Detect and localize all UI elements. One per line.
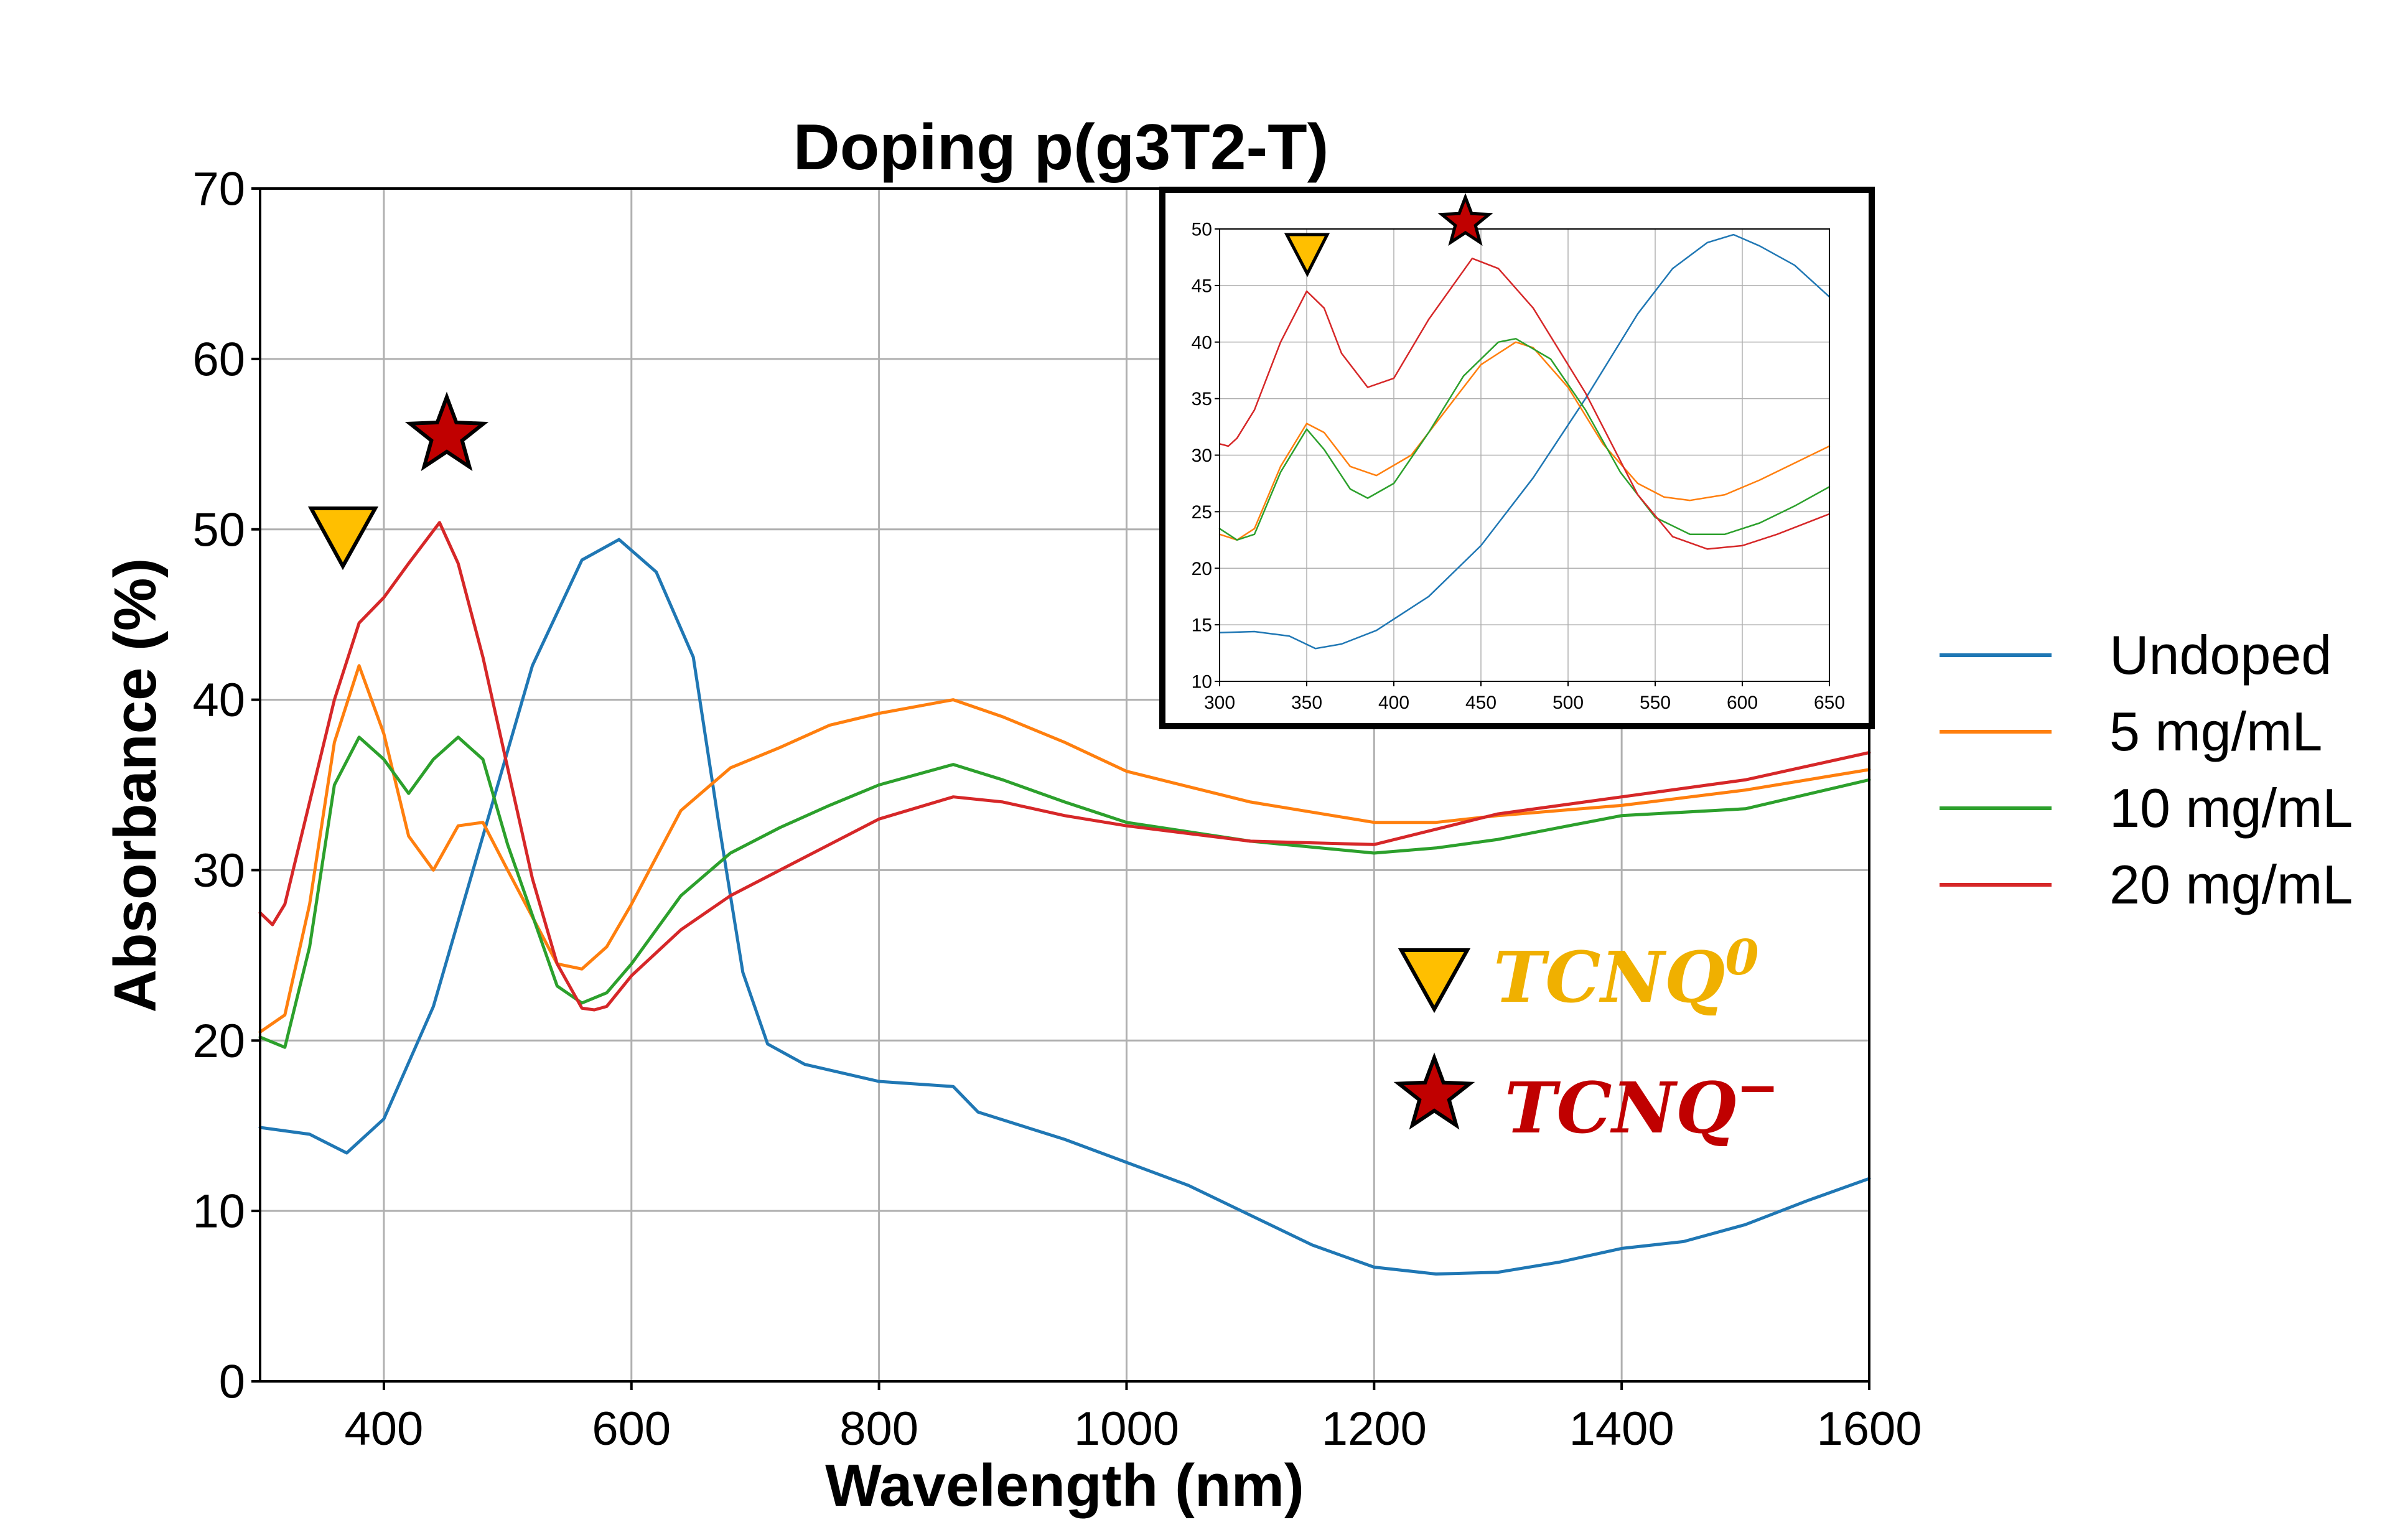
y-tick-label: 10: [1192, 672, 1212, 693]
chart-title: Doping p(g3T2-T): [793, 111, 1329, 184]
y-tick-label: 25: [1192, 502, 1212, 523]
x-tick-label: 400: [1378, 693, 1409, 713]
triangle-down-marker: [1398, 948, 1471, 1014]
x-tick-label: 350: [1291, 693, 1322, 713]
y-tick-label: 70: [192, 163, 245, 216]
x-tick-label: 400: [345, 1402, 424, 1455]
series-line-d10: [258, 735, 1871, 1049]
y-tick-label: 50: [1192, 220, 1212, 240]
series-line-d20: [258, 521, 1871, 1012]
y-tick-label: 30: [1192, 446, 1212, 466]
inset-x-ticks: 300 350 400 450 500 550 600 650: [1204, 681, 1845, 713]
inset-lines: [1218, 233, 1831, 650]
main-x-ticks: 400 600 800 1000 1200 1400 1600: [345, 1381, 1922, 1455]
series-line-d5: [258, 664, 1871, 1034]
inset-series-line-d10: [1218, 338, 1831, 541]
y-tick-label: 15: [1192, 615, 1212, 636]
inset-series-line-d5: [1218, 341, 1831, 541]
star-marker: [404, 391, 489, 472]
tcnq0-label: TCNQ0: [1493, 930, 1759, 1019]
triangle-down-marker: [1284, 233, 1330, 278]
legend-label: 10 mg/mL: [2109, 777, 2353, 839]
inset-series-line-d20: [1218, 258, 1831, 550]
y-tick-label: 30: [192, 844, 245, 897]
x-tick-label: 650: [1814, 693, 1845, 713]
y-tick-label: 40: [192, 674, 245, 727]
inset-background: [1159, 187, 1875, 729]
tcnq-annotations: TCNQ0 TCNQ−: [1393, 930, 1779, 1149]
x-tick-label: 300: [1204, 693, 1235, 713]
y-tick-label: 40: [1192, 332, 1212, 353]
inset-y-ticks: 10 15 20 25 30 35 40 45 50: [1192, 220, 1220, 693]
y-tick-label: 35: [1192, 389, 1212, 409]
legend-label: 5 mg/mL: [2109, 701, 2322, 762]
tcnqm-superscript: −: [1736, 1058, 1779, 1118]
y-tick-label: 50: [192, 503, 245, 556]
tcnqm-base: TCNQ: [1505, 1068, 1736, 1149]
tcnq0-superscript: 0: [1725, 930, 1758, 986]
tcnq0-base: TCNQ: [1493, 937, 1725, 1019]
main-plot-frame: [259, 187, 1870, 1383]
y-tick-label: 10: [192, 1185, 245, 1238]
star-marker: [1393, 1052, 1475, 1130]
x-axis-label: Wavelength (nm): [825, 1452, 1304, 1519]
y-axis-label: Absorbance (%): [102, 558, 169, 1013]
x-tick-label: 1600: [1816, 1402, 1921, 1455]
x-tick-label: 600: [1727, 693, 1758, 713]
y-tick-label: 45: [1192, 276, 1212, 296]
legend-label: 20 mg/mL: [2109, 854, 2353, 915]
inset-chart: 300 350 400 450 500 550 600 650 10 15 20 25 30 35 40 4…: [1159, 187, 1875, 729]
x-tick-label: 500: [1553, 693, 1584, 713]
x-tick-label: 600: [592, 1402, 671, 1455]
inset-series-line-undoped: [1218, 233, 1831, 650]
tcnqm-label: TCNQ−: [1505, 1058, 1779, 1149]
legend: Undoped 5 mg/mL 10 mg/mL 20 mg/mL: [1940, 624, 2353, 915]
legend-label: Undoped: [2109, 624, 2332, 686]
y-tick-label: 60: [192, 333, 245, 386]
x-tick-label: 1400: [1569, 1402, 1674, 1455]
x-tick-label: 1000: [1074, 1402, 1179, 1455]
x-tick-label: 1200: [1322, 1402, 1427, 1455]
x-tick-label: 450: [1465, 693, 1496, 713]
triangle-down-marker: [307, 506, 379, 571]
y-tick-label: 20: [1192, 559, 1212, 579]
series-line-undoped: [258, 538, 1871, 1276]
star-marker: [1437, 192, 1493, 246]
y-tick-label: 20: [192, 1015, 245, 1068]
main-lines: [258, 521, 1871, 1276]
x-tick-label: 800: [839, 1402, 918, 1455]
y-tick-label: 0: [219, 1356, 245, 1409]
x-tick-label: 550: [1640, 693, 1671, 713]
main-y-ticks: 0 10 20 30 40 50 60 70: [192, 163, 260, 1409]
